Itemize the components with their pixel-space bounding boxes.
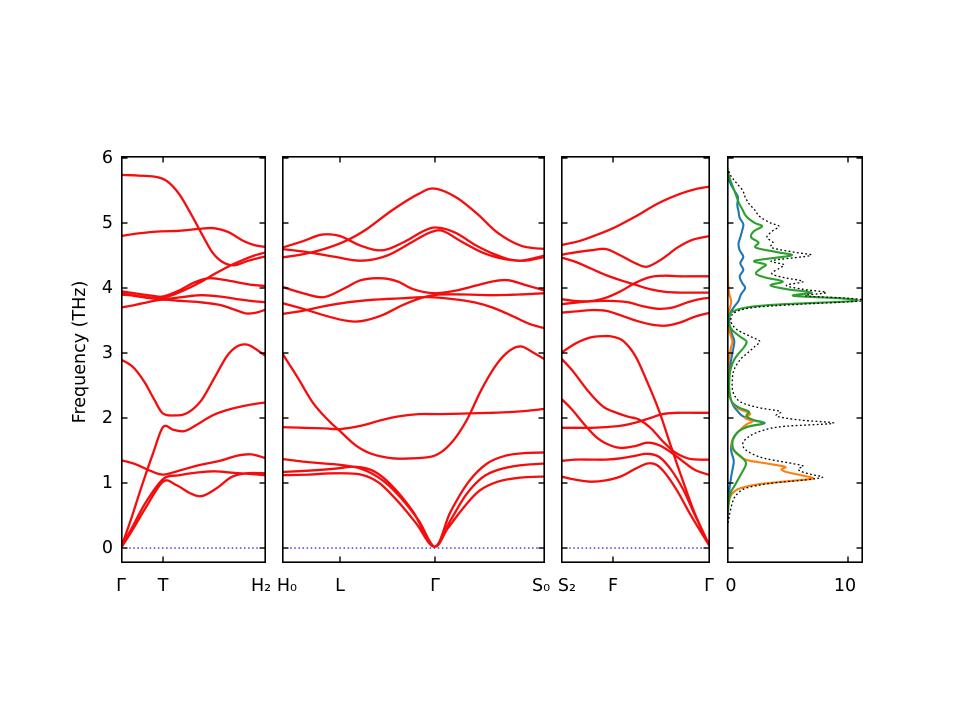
panel-frame [282,156,545,563]
x-tick-label: Γ [704,576,714,596]
phonon-band-curve [561,296,710,310]
band-panel-2 [282,156,545,563]
phonon-band-curve [561,462,710,548]
phonon-band-curve [282,457,545,548]
phonon-band-curve [282,226,545,262]
pdos-proj-3-curve [727,161,859,549]
phonon-band-curve [282,229,545,262]
x-tick-label: T [157,576,169,596]
panel-frame [121,156,266,563]
panel-frame [727,156,863,563]
phonon-band-curve [561,397,710,477]
phonon-band-curve [282,462,545,548]
x-tick-label: L [335,576,345,596]
x-tick-label: H₂ [250,576,272,596]
band-panel-2-plot [282,156,545,563]
y-tick-label: 5 [101,213,113,233]
phonon-band-curve [561,452,710,548]
band-panel-1-plot [121,156,266,563]
band-panel-3 [561,156,710,563]
phonon-band-curve [121,343,266,417]
phonon-band-curve [121,401,266,550]
x-tick-label: Γ [116,576,126,596]
y-tick-label: 0 [101,538,113,558]
phonon-band-curve [282,451,545,548]
phonon-band-curve [561,411,710,429]
y-tick-label: 3 [101,343,113,363]
phonon-band-curve [282,292,545,323]
phonon-band-curve [561,308,710,327]
band-panel-1 [121,156,266,563]
band-panel-3-plot [561,156,710,563]
dos-panel [727,156,863,563]
phonon-band-curve [121,173,266,267]
phonon-band-curve [121,471,266,550]
y-tick-label: 6 [101,148,113,168]
phonon-band-curve [561,274,710,303]
dos-panel-plot [727,156,863,563]
phonon-band-curve [121,277,266,298]
x-tick-label: S₂ [557,576,577,596]
phonon-band-curve [282,295,545,330]
y-tick-label: 4 [101,278,113,298]
x-tick-label: 0 [725,576,737,596]
x-tick-label: Γ [430,576,440,596]
phonon-band-curve [121,298,266,315]
pdos-proj-2-curve [727,177,815,549]
phonon-band-curve [561,357,710,461]
panel-frame [561,156,710,563]
phonon-band-curve [121,470,266,550]
phonon-band-curve [561,256,710,294]
x-tick-label: F [607,576,619,596]
phonon-band-curve [282,187,545,259]
phonon-band-curve [561,185,710,247]
phonon-band-curve [282,345,545,460]
y-tick-label: 2 [101,408,113,428]
y-tick-label: 1 [101,473,113,493]
phonon-band-curve [561,234,710,268]
x-tick-label: S₀ [531,576,551,596]
phonon-band-curve [121,251,266,300]
x-tick-label: 10 [833,576,857,596]
x-tick-label: H₀ [276,576,298,596]
phonon-band-curve [121,453,266,476]
phonon-band-curve [282,407,545,431]
phonon-band-curve [282,277,545,299]
phonon-band-curve [561,334,710,548]
phonon-band-curve [121,226,266,249]
